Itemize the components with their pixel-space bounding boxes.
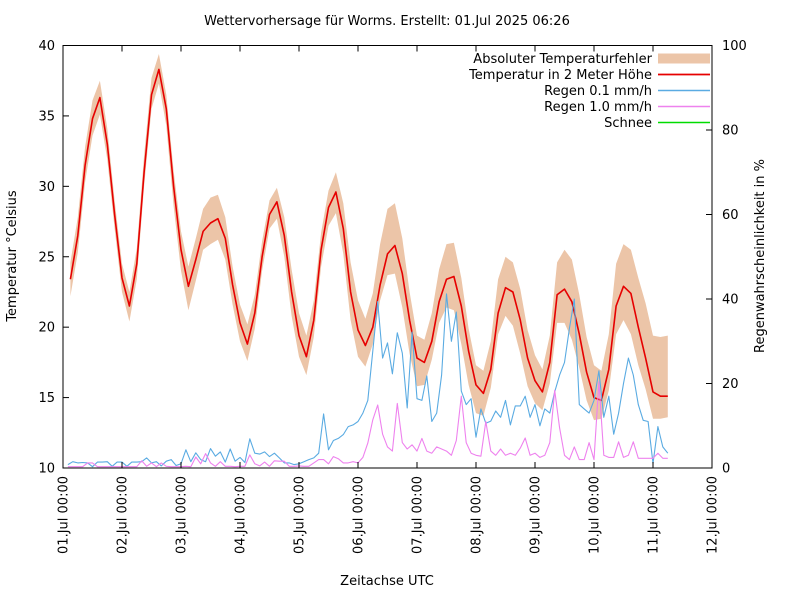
y-right-tick-label: 60 <box>722 208 739 223</box>
y-left-tick-label: 15 <box>38 391 55 406</box>
x-tick-label: 06.Jul 00:00 <box>352 476 367 554</box>
temperature-error-band <box>70 54 668 421</box>
rain-1.0mmh-line <box>67 381 668 468</box>
y-right-tick-label: 80 <box>722 124 739 139</box>
chart-title: Wettervorhersage für Worms. Erstellt: 01… <box>204 14 570 29</box>
y-right-axis-label: Regenwahrscheinlichkeit in % <box>753 159 768 353</box>
legend-label: Temperatur in 2 Meter Höhe <box>468 68 652 83</box>
x-axis-label: Zeitachse UTC <box>340 574 434 589</box>
legend-label: Schnee <box>604 116 652 131</box>
y-right-tick-label: 100 <box>722 39 747 54</box>
x-tick-label: 02.Jul 00:00 <box>116 476 131 554</box>
y-left-axis-label: Temperatur °Celsius <box>5 190 20 323</box>
y-right-tick-label: 0 <box>722 462 730 477</box>
y-left-tick-label: 20 <box>38 321 55 336</box>
x-tick-label: 12.Jul 00:00 <box>706 476 721 554</box>
x-tick-label: 01.Jul 00:00 <box>57 476 72 554</box>
x-tick-label: 10.Jul 00:00 <box>588 476 603 554</box>
x-tick-label: 08.Jul 00:00 <box>470 476 485 554</box>
y-left-tick-label: 25 <box>38 250 55 265</box>
legend-label: Absoluter Temperaturfehler <box>473 52 652 67</box>
x-tick-label: 03.Jul 00:00 <box>175 476 190 554</box>
legend-band-swatch <box>658 53 710 64</box>
x-tick-label: 07.Jul 00:00 <box>411 476 426 554</box>
legend-label: Regen 0.1 mm/h <box>544 84 652 99</box>
y-left-tick-label: 35 <box>38 109 55 124</box>
y-right-tick-label: 40 <box>722 293 739 308</box>
x-tick-label: 05.Jul 00:00 <box>293 476 308 554</box>
y-right-tick-label: 20 <box>722 377 739 392</box>
temperature-line <box>69 68 668 402</box>
plot-area: 01.Jul 00:00 02.Jul 00:00 03.Jul 00:00 04.J… <box>38 39 746 554</box>
x-tick-label: 11.Jul 00:00 <box>647 476 662 554</box>
y-left-tick-label: 40 <box>38 39 55 54</box>
y-left-tick-label: 30 <box>38 180 55 195</box>
y-left-tick-label: 10 <box>38 462 55 477</box>
rain-0.1mmh-line <box>67 293 669 468</box>
legend-label: Regen 1.0 mm/h <box>544 100 652 115</box>
x-tick-label: 04.Jul 00:00 <box>234 476 249 554</box>
x-tick-label: 09.Jul 00:00 <box>529 476 544 554</box>
